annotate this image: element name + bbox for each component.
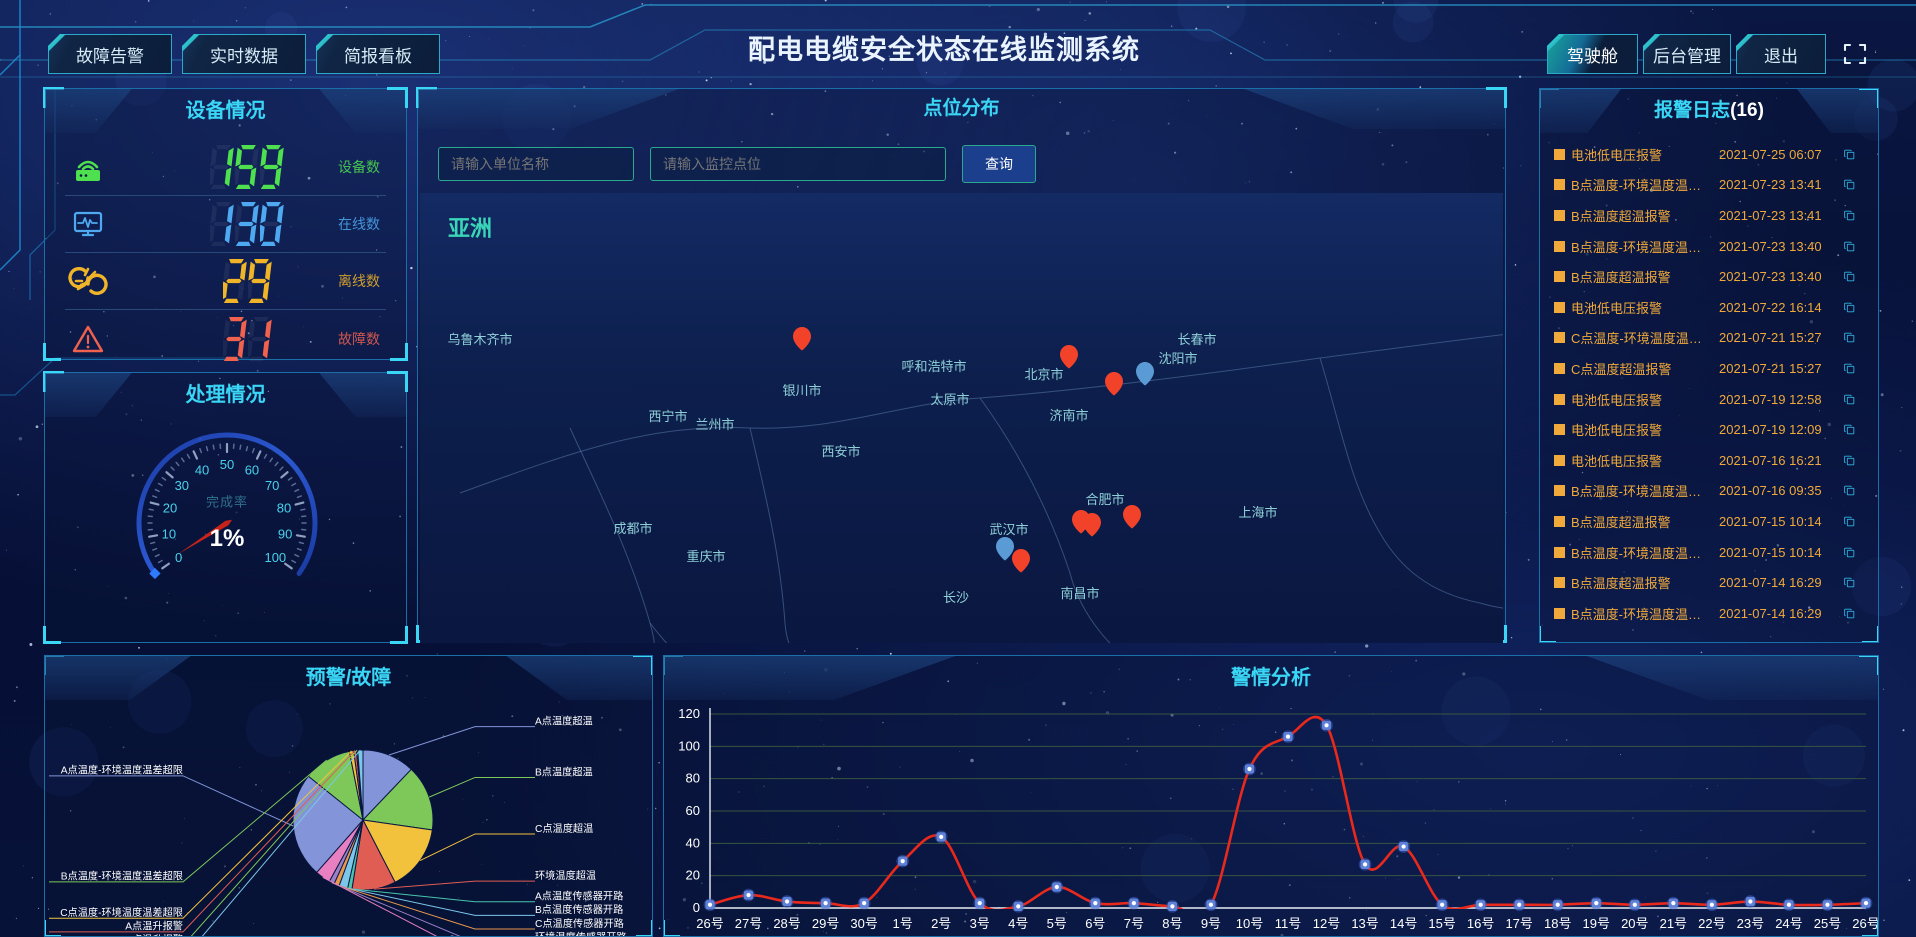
svg-text:27号: 27号 — [735, 916, 762, 931]
svg-text:17号: 17号 — [1505, 916, 1532, 931]
svg-text:29号: 29号 — [812, 916, 839, 931]
svg-text:5号: 5号 — [1047, 916, 1067, 931]
svg-text:B点温升报警: B点温升报警 — [125, 933, 183, 937]
svg-text:23号: 23号 — [1737, 916, 1764, 931]
svg-text:C点温度传感器开路: C点温度传感器开路 — [535, 917, 624, 930]
svg-text:80: 80 — [686, 771, 700, 786]
svg-text:8号: 8号 — [1162, 916, 1182, 931]
svg-text:40: 40 — [686, 835, 700, 850]
svg-text:16号: 16号 — [1467, 916, 1494, 931]
svg-text:24号: 24号 — [1775, 916, 1802, 931]
svg-text:环境温度超温: 环境温度超温 — [535, 869, 596, 882]
svg-text:100: 100 — [678, 738, 700, 753]
svg-text:20: 20 — [686, 868, 700, 883]
svg-text:70: 70 — [265, 478, 279, 493]
svg-text:80: 80 — [277, 501, 291, 516]
svg-text:28号: 28号 — [773, 916, 800, 931]
svg-text:9号: 9号 — [1201, 916, 1221, 931]
svg-text:B点温度超温: B点温度超温 — [535, 765, 593, 778]
svg-text:1号: 1号 — [893, 916, 913, 931]
svg-text:3号: 3号 — [970, 916, 990, 931]
svg-text:25号: 25号 — [1814, 916, 1841, 931]
svg-text:4号: 4号 — [1008, 916, 1028, 931]
svg-text:90: 90 — [278, 526, 292, 541]
svg-text:14号: 14号 — [1390, 916, 1417, 931]
svg-text:C点温度超温: C点温度超温 — [535, 822, 593, 835]
svg-text:12号: 12号 — [1313, 916, 1340, 931]
svg-text:11号: 11号 — [1275, 916, 1302, 931]
svg-text:A点温升报警: A点温升报警 — [125, 920, 183, 933]
svg-text:40: 40 — [195, 463, 209, 478]
svg-text:15号: 15号 — [1428, 916, 1455, 931]
svg-text:22号: 22号 — [1698, 916, 1725, 931]
svg-text:100: 100 — [264, 550, 286, 565]
svg-text:7号: 7号 — [1124, 916, 1144, 931]
svg-text:13号: 13号 — [1351, 916, 1378, 931]
svg-text:0: 0 — [693, 900, 700, 915]
svg-text:B点温度-环境温度温差超限: B点温度-环境温度温差超限 — [61, 870, 183, 883]
svg-text:6号: 6号 — [1085, 916, 1105, 931]
svg-text:19号: 19号 — [1583, 916, 1610, 931]
svg-text:50: 50 — [220, 457, 234, 472]
svg-text:18号: 18号 — [1544, 916, 1571, 931]
svg-text:30: 30 — [175, 478, 189, 493]
svg-text:21号: 21号 — [1660, 916, 1687, 931]
svg-text:30号: 30号 — [850, 916, 877, 931]
svg-text:20: 20 — [163, 501, 177, 516]
svg-text:20号: 20号 — [1621, 916, 1648, 931]
svg-text:26号: 26号 — [696, 916, 723, 931]
svg-text:B点温度传感器开路: B点温度传感器开路 — [535, 903, 623, 916]
svg-text:A点温度传感器开路: A点温度传感器开路 — [535, 890, 623, 903]
svg-text:2号: 2号 — [931, 916, 951, 931]
svg-text:60: 60 — [686, 803, 700, 818]
svg-text:C点温度-环境温度温差超限: C点温度-环境温度温差超限 — [60, 906, 183, 919]
svg-text:A点温度-环境温度温差超限: A点温度-环境温度温差超限 — [61, 764, 183, 777]
svg-text:环境温度传感器开路: 环境温度传感器开路 — [535, 930, 627, 937]
svg-text:120: 120 — [678, 706, 700, 721]
svg-text:60: 60 — [245, 463, 259, 478]
svg-text:10: 10 — [162, 526, 176, 541]
svg-text:10号: 10号 — [1236, 916, 1263, 931]
svg-text:A点温度超温: A点温度超温 — [535, 714, 593, 727]
